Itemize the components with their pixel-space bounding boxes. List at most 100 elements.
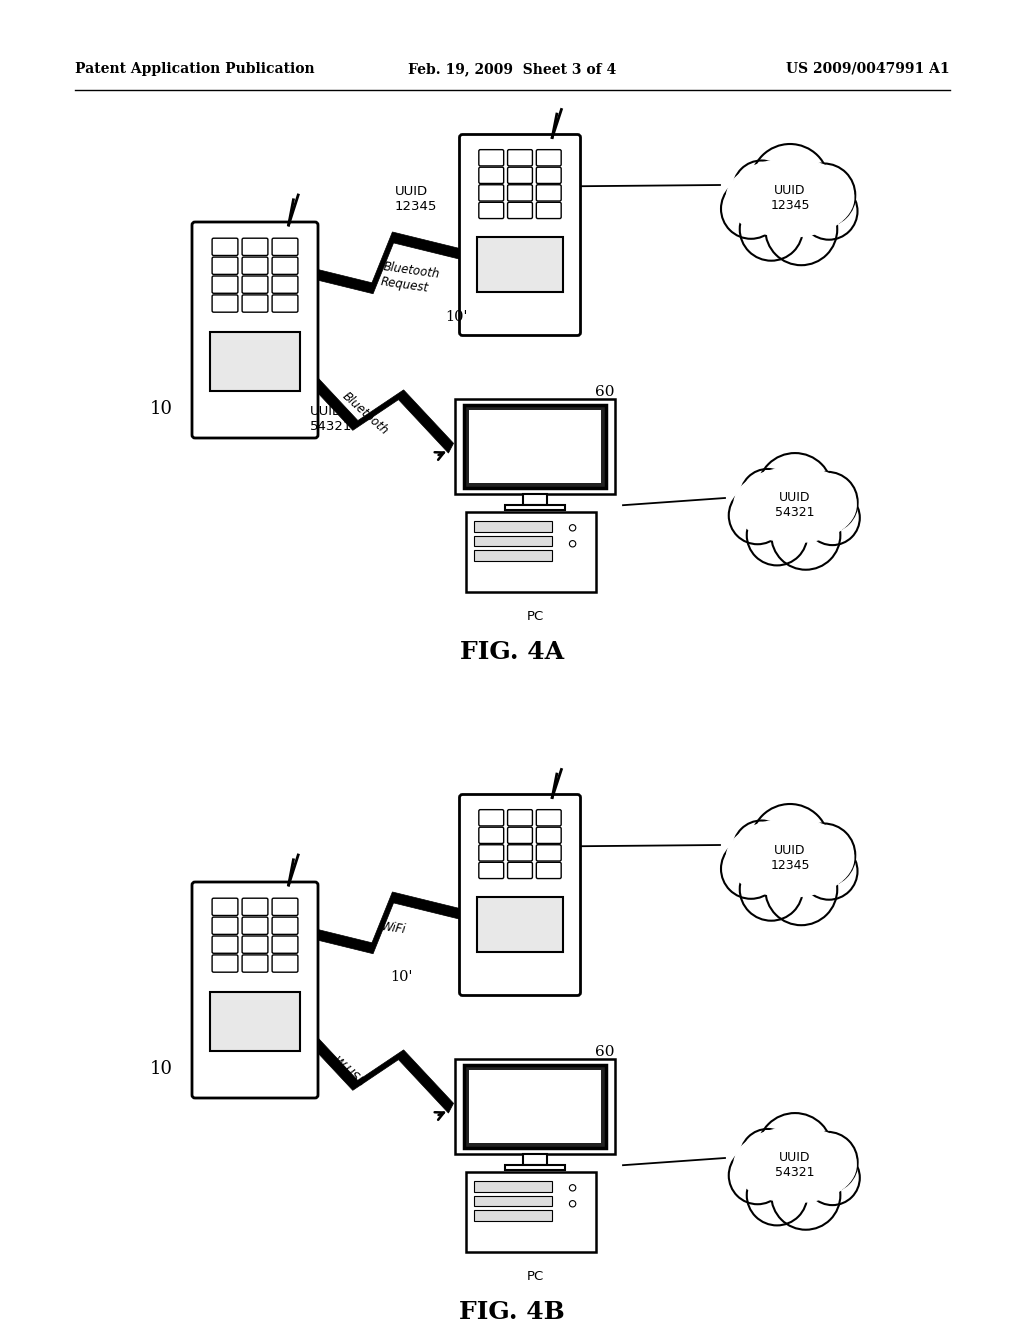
Circle shape [771, 500, 841, 570]
FancyBboxPatch shape [460, 795, 581, 995]
Circle shape [729, 1147, 786, 1204]
FancyBboxPatch shape [212, 954, 238, 972]
Circle shape [746, 506, 807, 565]
FancyBboxPatch shape [508, 202, 532, 219]
FancyBboxPatch shape [479, 168, 504, 183]
Text: UUID
12345: UUID 12345 [395, 185, 437, 213]
Polygon shape [302, 232, 463, 294]
FancyBboxPatch shape [272, 257, 298, 275]
Text: 60: 60 [595, 385, 614, 400]
FancyBboxPatch shape [466, 512, 596, 591]
FancyBboxPatch shape [242, 294, 268, 312]
FancyBboxPatch shape [212, 936, 238, 953]
FancyBboxPatch shape [474, 521, 552, 532]
FancyBboxPatch shape [210, 333, 300, 391]
Circle shape [797, 471, 858, 532]
Text: FIG. 4B: FIG. 4B [459, 1300, 565, 1320]
FancyBboxPatch shape [455, 1059, 615, 1154]
FancyBboxPatch shape [242, 936, 268, 953]
Text: 10': 10' [390, 970, 413, 983]
FancyBboxPatch shape [464, 1065, 606, 1147]
Circle shape [751, 144, 829, 222]
FancyBboxPatch shape [242, 238, 268, 256]
FancyBboxPatch shape [474, 550, 552, 561]
FancyBboxPatch shape [460, 135, 581, 335]
FancyBboxPatch shape [537, 828, 561, 843]
Text: Feb. 19, 2009  Sheet 3 of 4: Feb. 19, 2009 Sheet 3 of 4 [408, 62, 616, 77]
Text: Patent Application Publication: Patent Application Publication [75, 62, 314, 77]
Circle shape [805, 1151, 860, 1205]
Polygon shape [302, 892, 463, 954]
Circle shape [721, 178, 781, 239]
FancyBboxPatch shape [242, 954, 268, 972]
Circle shape [569, 541, 575, 546]
Circle shape [793, 824, 855, 887]
FancyBboxPatch shape [537, 862, 561, 879]
FancyBboxPatch shape [474, 1196, 552, 1206]
FancyBboxPatch shape [272, 917, 298, 935]
FancyBboxPatch shape [476, 236, 563, 292]
Text: WiFi: WiFi [380, 920, 407, 936]
FancyBboxPatch shape [469, 411, 601, 483]
FancyBboxPatch shape [505, 1166, 565, 1170]
Text: US 2009/0047991 A1: US 2009/0047991 A1 [786, 62, 950, 77]
FancyBboxPatch shape [272, 238, 298, 256]
Circle shape [740, 469, 795, 524]
Circle shape [801, 842, 857, 900]
FancyBboxPatch shape [242, 276, 268, 293]
Circle shape [765, 853, 838, 925]
FancyBboxPatch shape [508, 185, 532, 201]
FancyBboxPatch shape [212, 276, 238, 293]
Ellipse shape [726, 158, 854, 238]
Ellipse shape [727, 458, 863, 552]
Circle shape [797, 1131, 858, 1192]
FancyBboxPatch shape [212, 898, 238, 916]
FancyBboxPatch shape [523, 1154, 547, 1166]
FancyBboxPatch shape [479, 862, 504, 879]
FancyBboxPatch shape [242, 898, 268, 916]
FancyBboxPatch shape [242, 917, 268, 935]
FancyBboxPatch shape [508, 149, 532, 166]
FancyBboxPatch shape [469, 1071, 601, 1143]
Circle shape [569, 1184, 575, 1191]
FancyBboxPatch shape [212, 257, 238, 275]
Circle shape [793, 164, 855, 227]
Circle shape [765, 193, 838, 265]
Text: UUID
54321: UUID 54321 [775, 491, 815, 519]
Circle shape [758, 1113, 833, 1188]
FancyBboxPatch shape [523, 494, 547, 506]
Circle shape [805, 491, 860, 545]
Circle shape [801, 182, 857, 240]
Ellipse shape [719, 810, 861, 906]
Circle shape [739, 198, 803, 261]
Text: Bluetooth
Request: Bluetooth Request [380, 260, 440, 296]
Circle shape [729, 487, 786, 544]
Circle shape [751, 804, 829, 882]
Ellipse shape [727, 1118, 863, 1212]
Text: FIG. 4A: FIG. 4A [460, 640, 564, 664]
Text: UUID
12345: UUID 12345 [770, 843, 810, 873]
FancyBboxPatch shape [464, 405, 606, 487]
FancyBboxPatch shape [508, 862, 532, 879]
Text: 10: 10 [150, 400, 173, 418]
FancyBboxPatch shape [272, 954, 298, 972]
Circle shape [740, 1129, 795, 1184]
FancyBboxPatch shape [212, 238, 238, 256]
FancyBboxPatch shape [479, 149, 504, 166]
FancyBboxPatch shape [210, 993, 300, 1051]
Circle shape [739, 858, 803, 921]
FancyBboxPatch shape [474, 1181, 552, 1192]
Text: UUID
12345: UUID 12345 [770, 183, 810, 213]
FancyBboxPatch shape [508, 828, 532, 843]
FancyBboxPatch shape [474, 1210, 552, 1221]
FancyBboxPatch shape [508, 809, 532, 826]
FancyBboxPatch shape [537, 168, 561, 183]
FancyBboxPatch shape [272, 276, 298, 293]
Ellipse shape [719, 150, 861, 246]
FancyBboxPatch shape [505, 506, 565, 510]
FancyBboxPatch shape [479, 809, 504, 826]
FancyBboxPatch shape [212, 294, 238, 312]
FancyBboxPatch shape [242, 257, 268, 275]
Circle shape [569, 524, 575, 531]
Polygon shape [303, 1027, 454, 1113]
